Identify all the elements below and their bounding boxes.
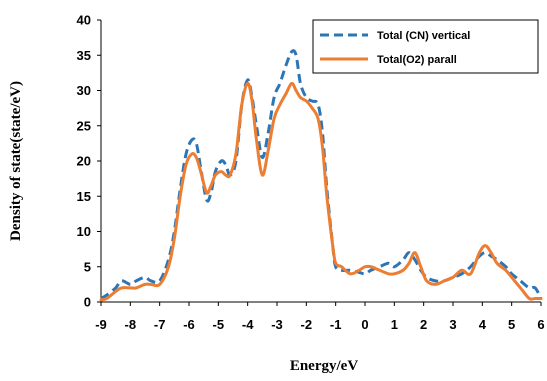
y-tick-label: 30 — [77, 83, 91, 98]
y-tick-label: 15 — [77, 189, 91, 204]
x-tick-label: -4 — [242, 317, 254, 332]
x-tick-label: -5 — [213, 317, 225, 332]
y-tick-label: 25 — [77, 118, 91, 133]
x-tick-label: -3 — [271, 317, 283, 332]
y-tick-label: 0 — [84, 295, 91, 310]
y-tick-label: 10 — [77, 224, 91, 239]
series-line-total-cn-vertical — [100, 49, 543, 300]
y-tick-label: 20 — [77, 154, 91, 169]
x-tick-label: -1 — [330, 317, 342, 332]
series-layer — [99, 49, 543, 302]
x-tick-label: 5 — [508, 317, 515, 332]
x-tick-label: -6 — [183, 317, 195, 332]
x-tick-label: -9 — [95, 317, 107, 332]
legend-label-total-o2-parall: Total(O2) parall — [377, 54, 457, 66]
x-tick-label: -7 — [154, 317, 166, 332]
x-tick-label: 6 — [537, 317, 544, 332]
legend-label-total-cn-vertical: Total (CN) vertical — [377, 30, 470, 42]
x-tick-label: 0 — [361, 317, 368, 332]
x-axis-title: Energy/eV — [290, 358, 358, 374]
legend-box — [312, 19, 539, 74]
y-axis-title: Density of state(state/eV) — [8, 81, 24, 241]
y-tick-label: 35 — [77, 48, 91, 63]
legend: Total (CN) vertical Total(O2) parall — [312, 19, 539, 74]
x-tick-label: 4 — [479, 317, 487, 332]
series-line-total-o2-parall — [99, 81, 543, 302]
x-tick-label: 3 — [449, 317, 456, 332]
x-tick-label: 1 — [391, 317, 398, 332]
y-tick-label: 40 — [77, 13, 91, 28]
axes-layer: 0 5 10 15 20 25 30 35 40 -9 -8 -7 -6 -5 -4 -3 -2 -1 0 1 2 3 4 5… — [77, 13, 545, 333]
x-tick-label: -2 — [301, 317, 313, 332]
x-tick-label: -8 — [125, 317, 137, 332]
y-tick-label: 5 — [84, 259, 91, 274]
x-tick-label: 2 — [420, 317, 427, 332]
